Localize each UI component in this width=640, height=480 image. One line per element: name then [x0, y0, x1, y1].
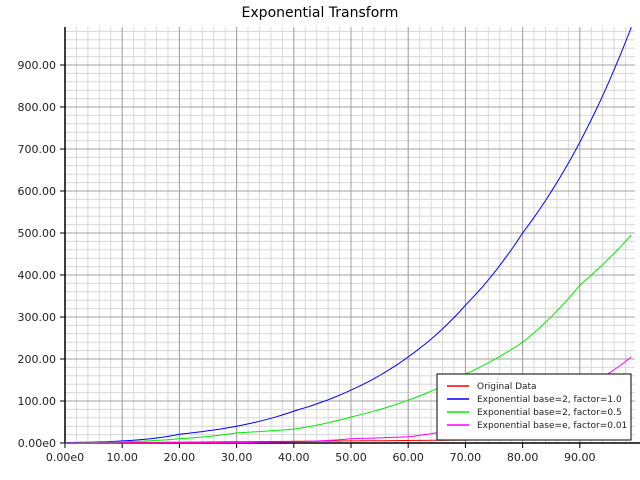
x-tick-label: 20.00: [164, 451, 196, 464]
series-line: [64, 234, 632, 444]
x-tick-label: 60.00: [392, 451, 424, 464]
legend-box: [436, 373, 632, 441]
y-tick-label: 100.00: [18, 395, 57, 408]
x-tick-label: 50.00: [335, 451, 367, 464]
y-tick-label: 400.00: [18, 269, 57, 282]
y-tick-label: 600.00: [18, 185, 57, 198]
y-tick-label: 700.00: [18, 143, 57, 156]
y-tick-label: 800.00: [18, 101, 57, 114]
legend-label: Exponential base=e, factor=0.01: [477, 421, 627, 431]
x-tick-label: 10.00: [106, 451, 138, 464]
tick-labels: 0.00e0 10.00 20.00 30.00 40.00 50.00 60.00 70.0…: [18, 59, 596, 464]
y-tick-label: 900.00: [18, 59, 57, 72]
y-tick-label: 500.00: [18, 227, 57, 240]
legend-label: Original Data: [477, 382, 537, 392]
x-tick-label: 70.00: [450, 451, 482, 464]
legend-label: Exponential base=2, factor=1.0: [477, 395, 622, 405]
x-tick-label: 0.00e0: [46, 451, 84, 464]
legend: Original Data Exponential base=2, factor=…: [436, 373, 632, 441]
chart-title: Exponential Transform: [241, 5, 399, 21]
x-tick-label: 90.00: [564, 451, 596, 464]
y-tick-label: 0.00e0: [18, 437, 56, 450]
x-tick-label: 30.00: [221, 451, 253, 464]
y-tick-label: 300.00: [18, 311, 57, 324]
series-line: [64, 27, 632, 444]
x-tick-label: 40.00: [278, 451, 310, 464]
y-tick-label: 200.00: [18, 353, 57, 366]
legend-label: Exponential base=2, factor=0.5: [477, 408, 622, 418]
x-tick-label: 80.00: [507, 451, 539, 464]
